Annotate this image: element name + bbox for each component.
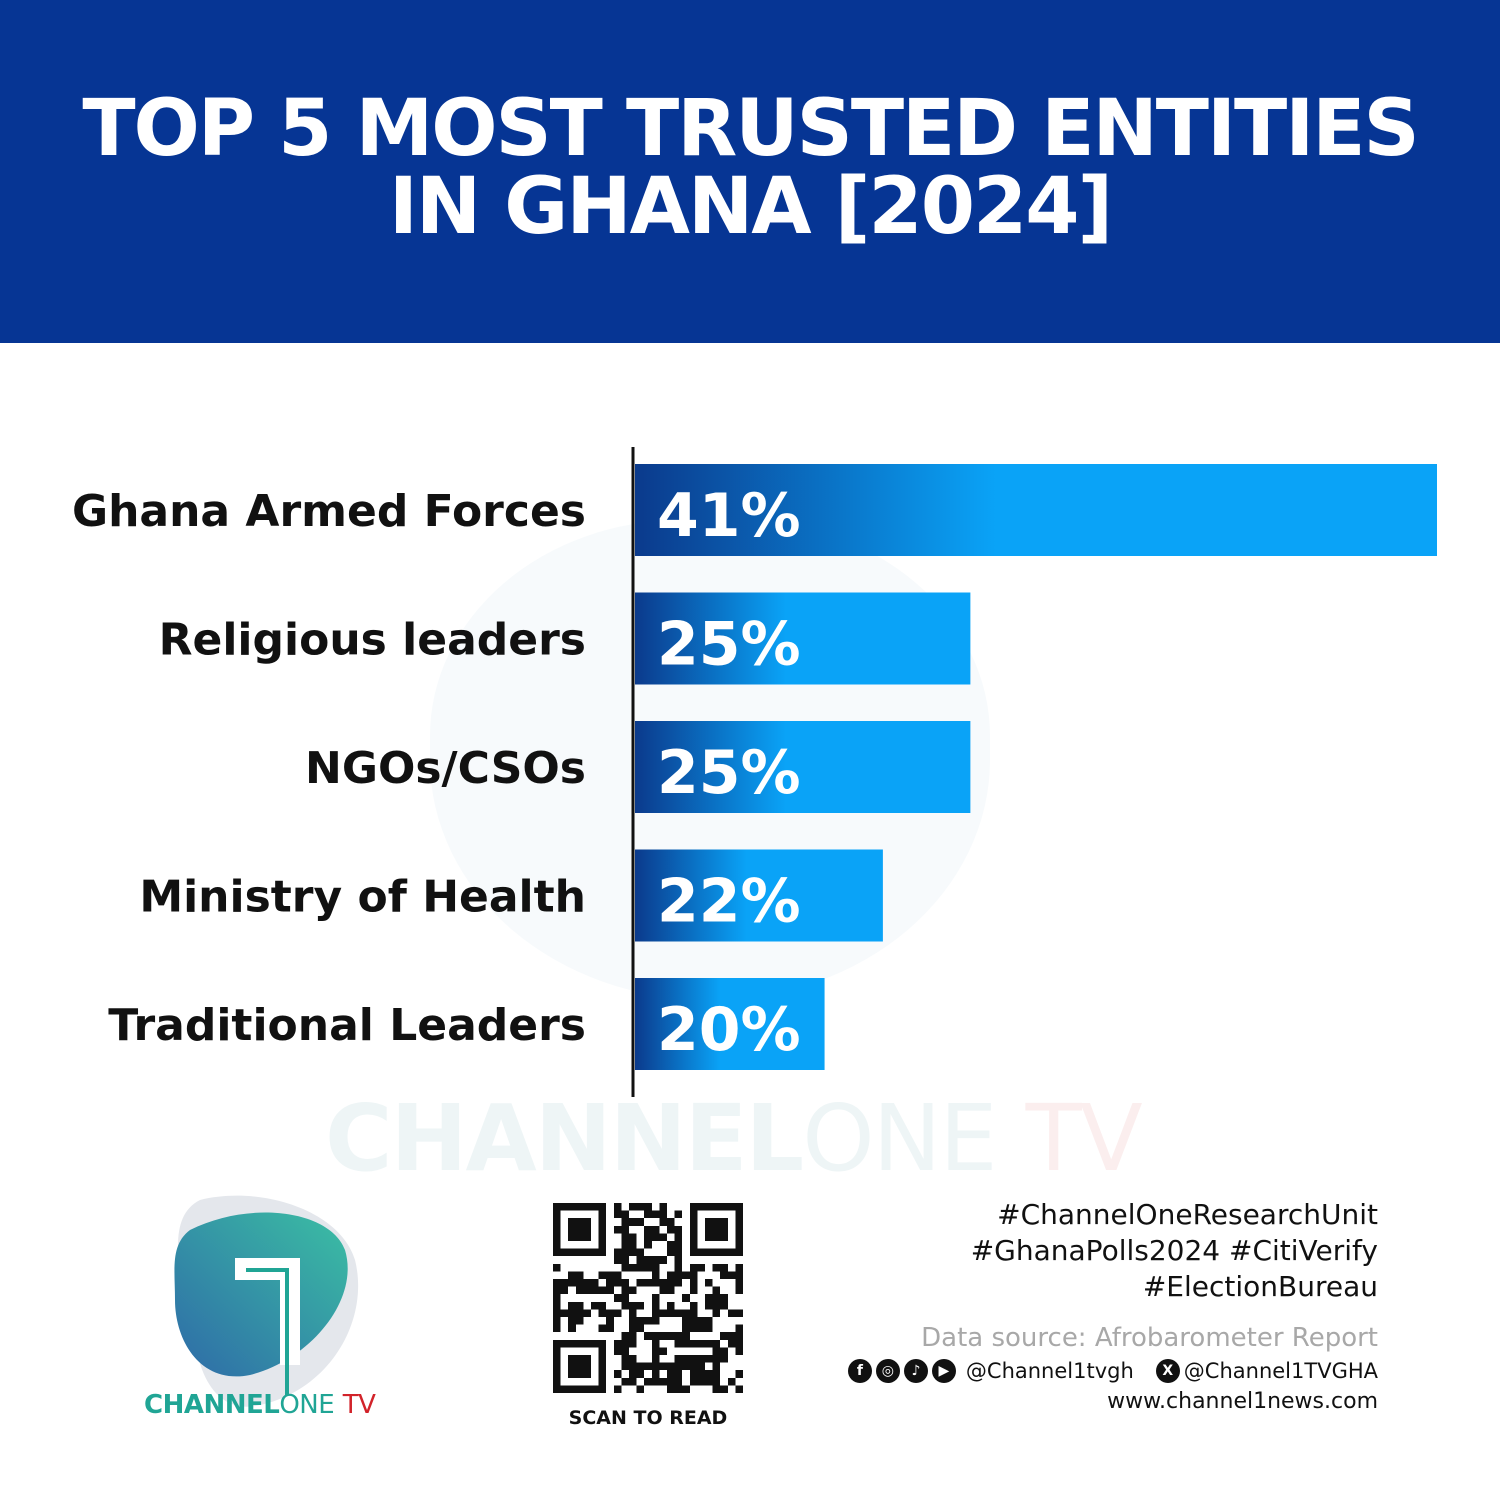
youtube-icon[interactable]: ▶ [931, 1359, 956, 1383]
website-link[interactable]: www.channel1news.com [1107, 1389, 1378, 1414]
bar [635, 849, 883, 942]
bar [635, 978, 825, 1070]
x-icon[interactable]: X [1155, 1359, 1180, 1383]
category-label: NGOs/CSOs [305, 743, 586, 794]
hashtag-line: #ChannelOneResearchUnit [997, 1198, 1378, 1231]
data-label: 25% [657, 738, 801, 808]
category-label: Ministry of Health [139, 872, 586, 923]
category-label: Ghana Armed Forces [72, 486, 586, 537]
instagram-icon[interactable]: ◎ [875, 1359, 900, 1383]
header-banner: TOP 5 MOST TRUSTED ENTITIES IN GHANA [20… [0, 0, 1500, 343]
hashtag-line: #ElectionBureau [1142, 1270, 1378, 1303]
data-label: 20% [657, 995, 801, 1065]
qr-code[interactable] [553, 1203, 743, 1393]
data-label: 41% [657, 481, 801, 551]
bar-chart: Ghana Armed Forces 41% Religious leaders 25… [72, 447, 1437, 1097]
data-label: 25% [657, 610, 801, 680]
social-handle[interactable]: @Channel1tvgh [965, 1359, 1134, 1383]
data-source: Data source: Afrobarometer Report [921, 1323, 1378, 1353]
category-label: Religious leaders [159, 615, 586, 666]
qr-caption: SCAN TO READ [568, 1407, 728, 1429]
title-line-2: IN GHANA [2024] [388, 161, 1113, 252]
social-row: f ◎ ♪ ▶ @Channel1tvgh X @Channel1TVGHA [847, 1359, 1378, 1383]
footer-info: #ChannelOneResearchUnit #GhanaPolls2024 … [847, 1197, 1378, 1414]
data-label: 22% [657, 867, 801, 937]
hashtag-line: #GhanaPolls2024 #CitiVerify [970, 1234, 1378, 1267]
brand-wordmark: CHANNELONE TV [144, 1390, 376, 1420]
title-line-1: TOP 5 MOST TRUSTED ENTITIES [82, 83, 1419, 174]
bar [635, 592, 971, 685]
facebook-icon[interactable]: f [847, 1359, 872, 1383]
watermark-text: CHANNELONE TV [325, 1085, 1143, 1192]
bar [635, 464, 1437, 556]
bar [635, 721, 971, 813]
channel-one-logo [174, 1195, 359, 1407]
tiktok-icon[interactable]: ♪ [903, 1359, 928, 1383]
category-label: Traditional Leaders [108, 1000, 586, 1051]
x-handle[interactable]: @Channel1TVGHA [1183, 1359, 1378, 1383]
